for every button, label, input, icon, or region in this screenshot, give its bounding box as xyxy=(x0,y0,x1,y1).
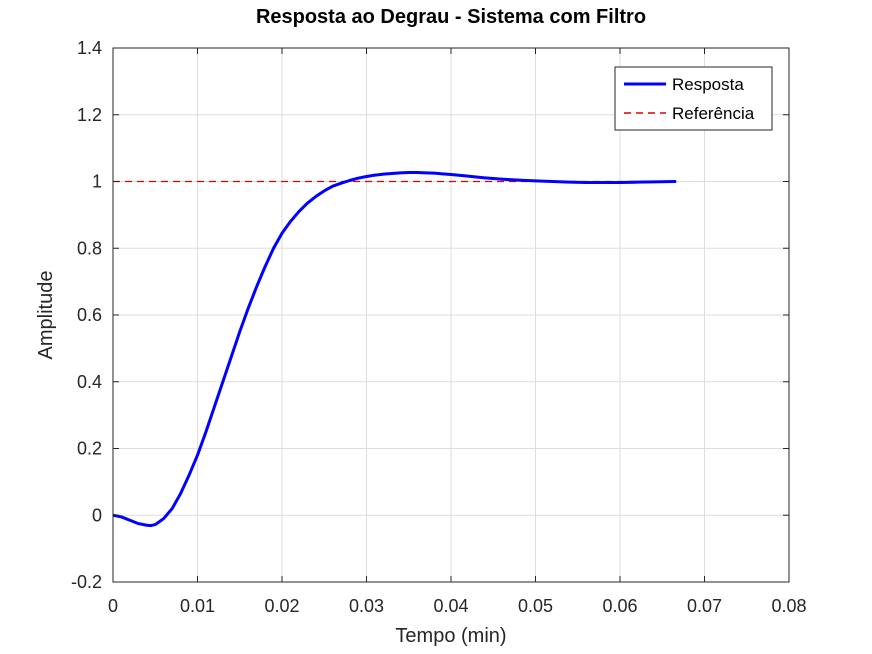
chart-title: Resposta ao Degrau - Sistema com Filtro xyxy=(256,6,646,28)
tick-labels: 0 0.01 0.02 0.03 0.04 0.05 0.06 0.07 0.08 -0.2 0 0.… xyxy=(71,38,807,616)
y-tick-label: 0.2 xyxy=(77,439,102,459)
y-tick-label: -0.2 xyxy=(71,572,102,592)
y-axis-label: Amplitude xyxy=(35,271,57,360)
y-tick-label: 0.4 xyxy=(77,372,102,392)
series-line-resposta xyxy=(113,170,677,528)
x-tick-label: 0.05 xyxy=(518,596,553,616)
y-tick-label: 1.2 xyxy=(77,105,102,125)
x-axis-label: Tempo (min) xyxy=(395,625,506,647)
x-tick-label: 0.06 xyxy=(602,596,637,616)
x-tick-label: 0.07 xyxy=(687,596,722,616)
legend-box xyxy=(614,66,773,131)
legend: Resposta Referência xyxy=(614,66,773,131)
x-tick-label: 0.08 xyxy=(771,596,806,616)
x-tick-label: 0.02 xyxy=(264,596,299,616)
x-tick-label: 0 xyxy=(108,596,118,616)
x-tick-label: 0.03 xyxy=(349,596,384,616)
legend-label-referencia: Referência xyxy=(672,104,755,123)
y-tick-label: 1.4 xyxy=(77,38,102,58)
ticks xyxy=(112,47,790,583)
y-tick-label: 1 xyxy=(92,172,102,192)
x-tick-label: 0.04 xyxy=(433,596,468,616)
x-tick-label: 0.01 xyxy=(180,596,215,616)
y-tick-label: 0.6 xyxy=(77,305,102,325)
y-tick-label: 0.8 xyxy=(77,238,102,258)
series-layer xyxy=(113,170,677,528)
legend-label-resposta: Resposta xyxy=(672,75,744,94)
y-tick-label: 0 xyxy=(92,505,102,525)
